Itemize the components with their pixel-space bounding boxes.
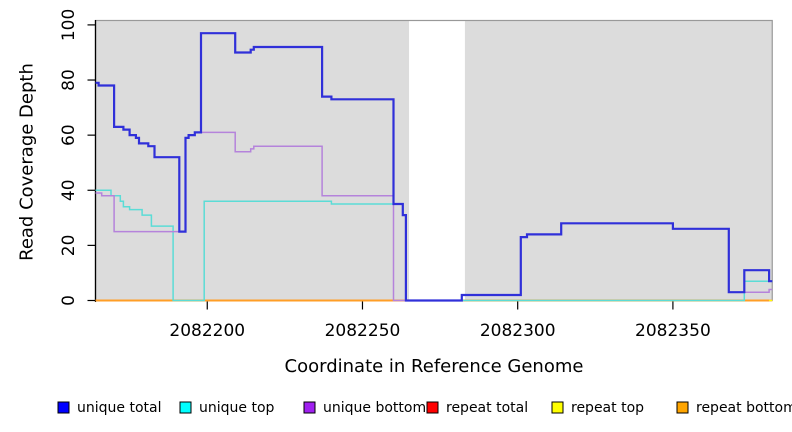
x-tick-label: 2082300 bbox=[480, 321, 556, 341]
legend-swatch-repeat-total bbox=[426, 401, 439, 414]
y-tick-label: 40 bbox=[59, 179, 79, 201]
y-tick-label: 100 bbox=[59, 9, 79, 41]
legend-swatch-repeat-top bbox=[551, 401, 564, 414]
legend-label-unique-bottom: unique bottom bbox=[323, 400, 426, 416]
y-axis-title: Read Coverage Depth bbox=[16, 63, 38, 261]
x-tick-label: 2082350 bbox=[635, 321, 711, 341]
legend-label-repeat-total: repeat total bbox=[446, 400, 528, 416]
gap-region bbox=[409, 20, 465, 301]
x-axis-title: Coordinate in Reference Genome bbox=[284, 356, 584, 377]
legend-label-unique-total: unique total bbox=[77, 400, 161, 416]
legend-label-repeat-bottom: repeat bottom bbox=[696, 400, 792, 416]
legend-label-repeat-top: repeat top bbox=[571, 400, 644, 416]
y-tick-label: 20 bbox=[59, 235, 79, 257]
y-tick-label: 0 bbox=[59, 295, 79, 306]
x-tick-label: 2082250 bbox=[325, 321, 401, 341]
series-line-unique-total bbox=[95, 32, 773, 302]
y-tick-label: 60 bbox=[59, 124, 79, 146]
legend-swatch-unique-top bbox=[179, 401, 192, 414]
legend-swatch-unique-bottom bbox=[303, 401, 316, 414]
legend-swatch-unique-total bbox=[57, 401, 70, 414]
legend-swatch-repeat-bottom bbox=[676, 401, 689, 414]
legend-label-unique-top: unique top bbox=[199, 400, 275, 416]
x-tick-label: 2082200 bbox=[169, 321, 245, 341]
y-tick-label: 80 bbox=[59, 69, 79, 91]
